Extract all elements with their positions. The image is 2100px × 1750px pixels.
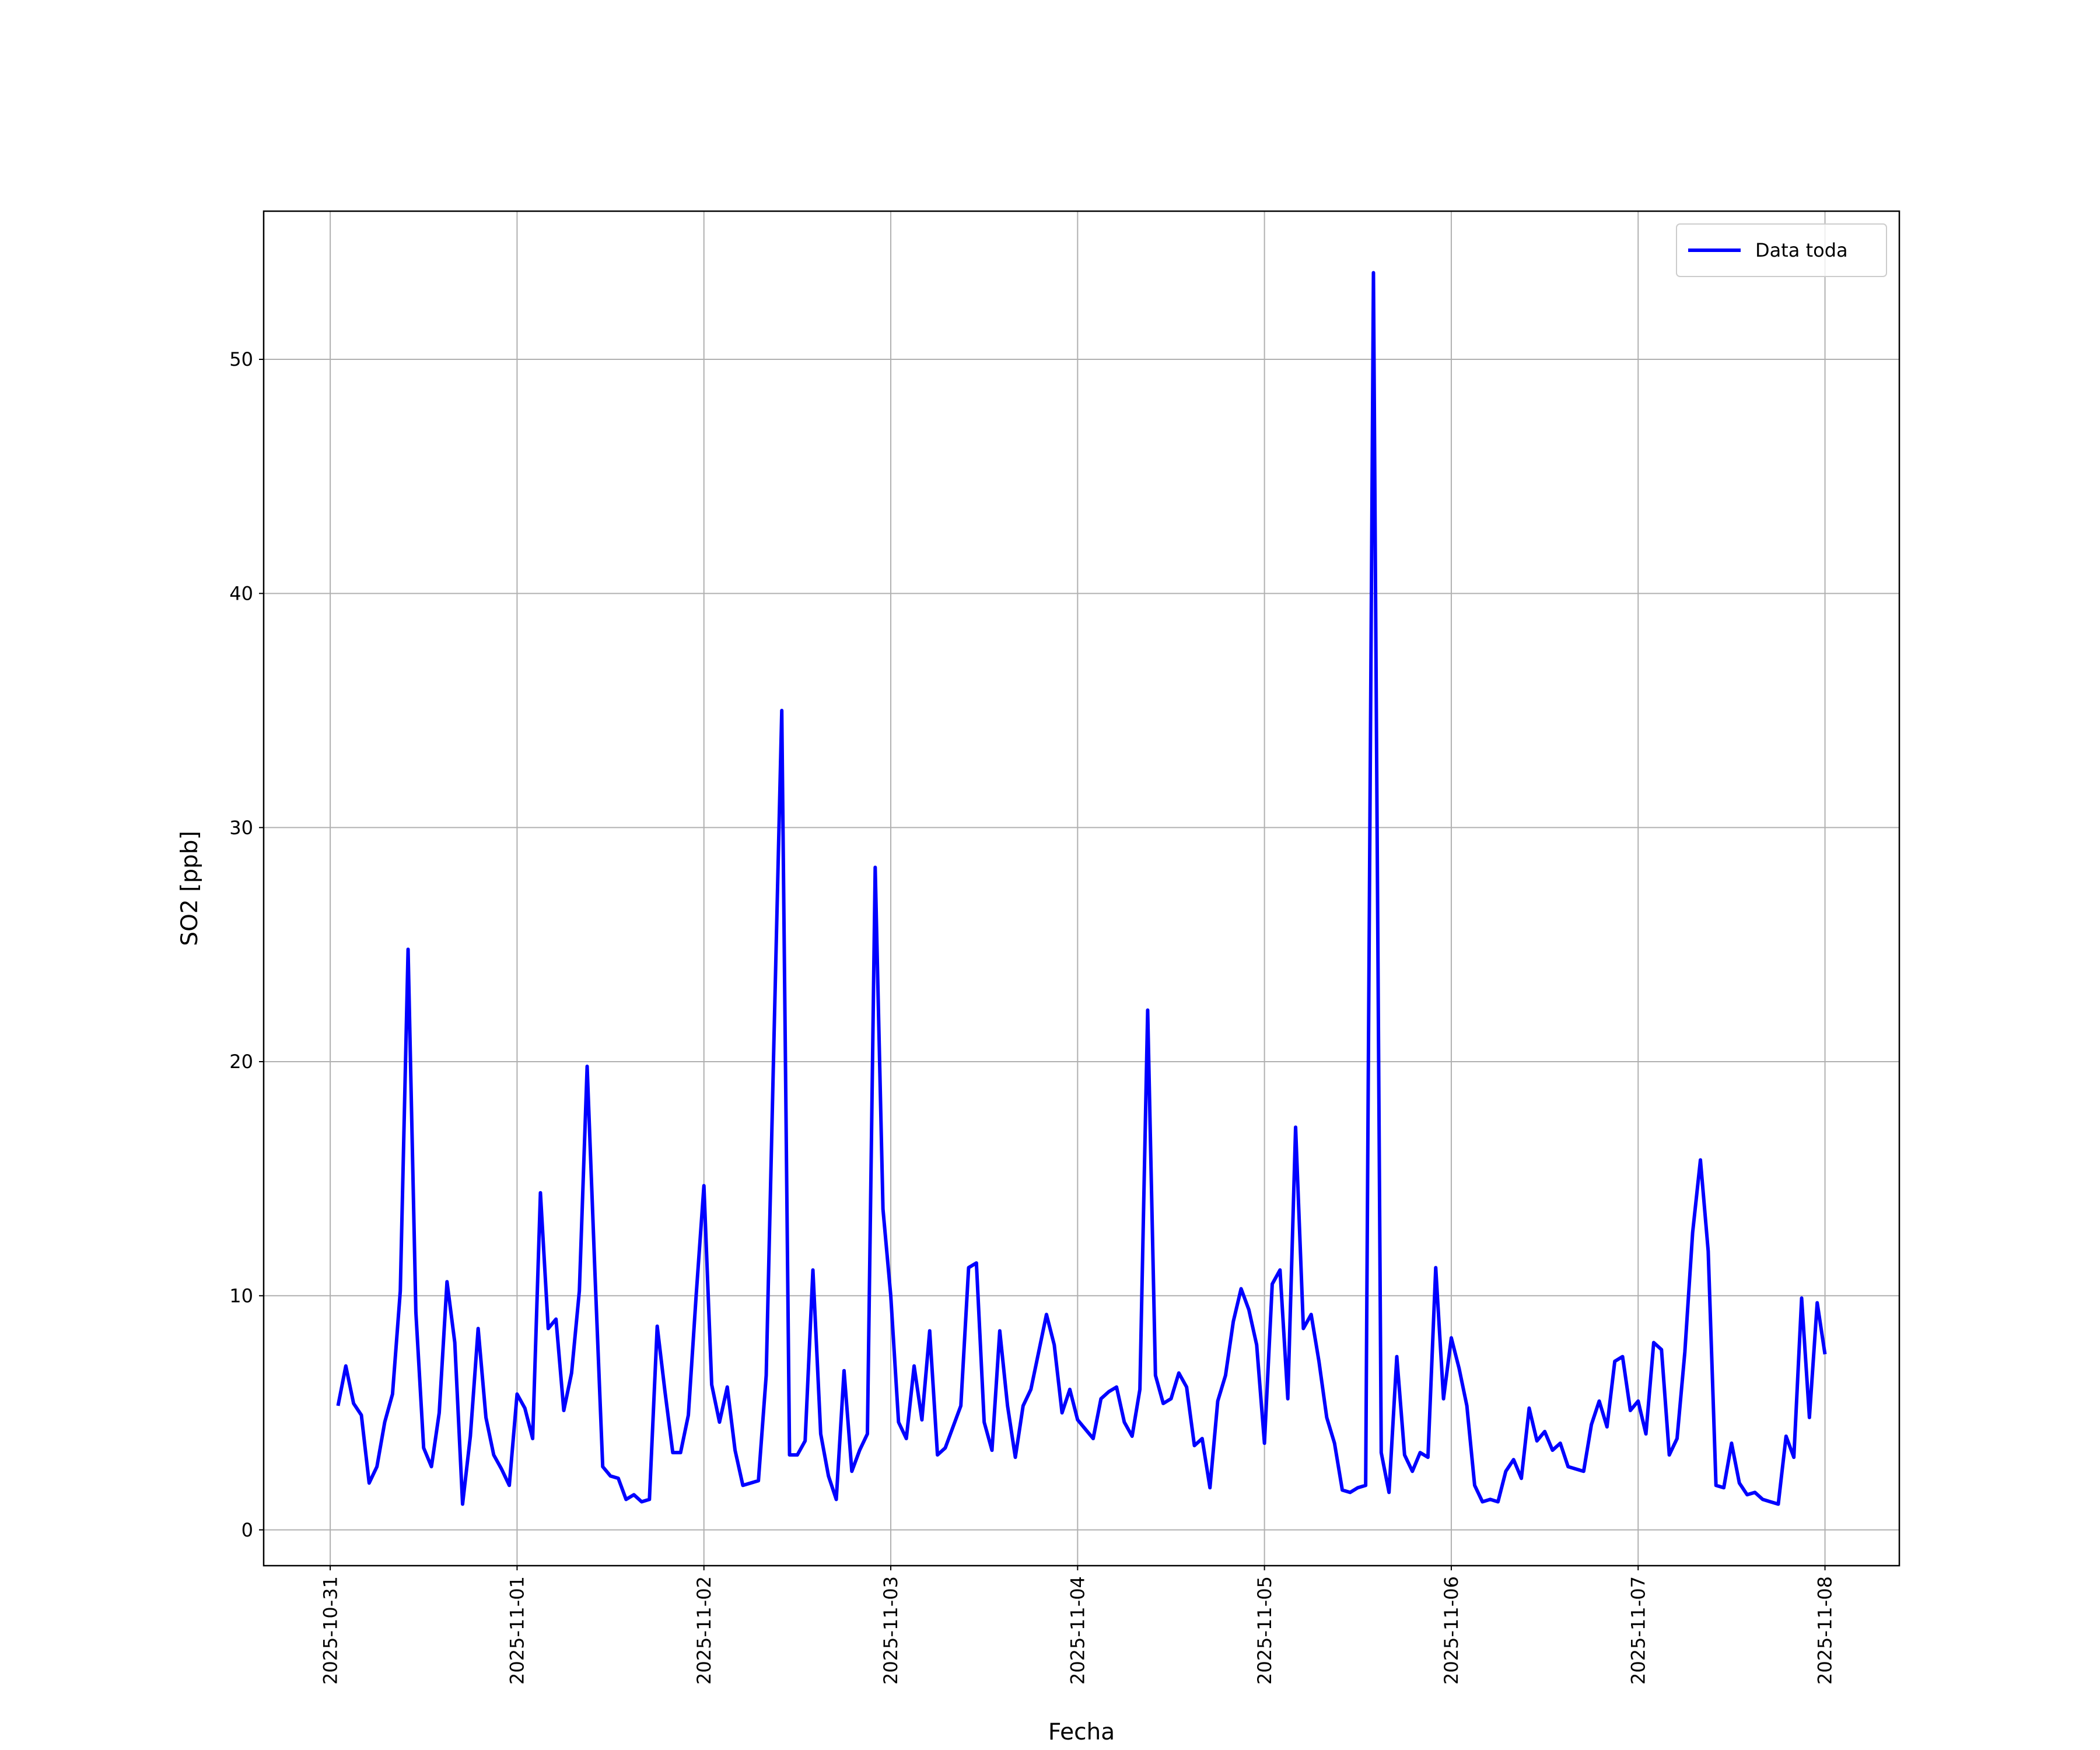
x-tick-label: 2025-11-05 <box>1254 1576 1276 1685</box>
legend-label: Data toda <box>1755 239 1848 261</box>
x-axis-label: Fecha <box>1048 1719 1115 1745</box>
x-tick-label: 2025-11-01 <box>506 1576 528 1685</box>
x-tick-label: 2025-11-04 <box>1067 1576 1089 1685</box>
y-tick-label: 30 <box>229 817 253 839</box>
y-axis-label: SO2 [ppb] <box>177 831 203 946</box>
x-tick-label: 2025-10-31 <box>319 1576 341 1685</box>
x-tick-label: 2025-11-08 <box>1814 1576 1836 1685</box>
data-line <box>336 271 1827 1506</box>
y-tick-label: 50 <box>229 348 253 370</box>
y-tick-label: 20 <box>229 1051 253 1073</box>
x-tick-label: 2025-11-07 <box>1627 1576 1649 1685</box>
legend-box <box>1676 223 1887 277</box>
y-tick-label: 0 <box>242 1519 253 1541</box>
plot-frame <box>262 210 1901 1567</box>
y-tick-label: 40 <box>229 583 253 605</box>
x-tick-label: 2025-11-03 <box>880 1576 902 1685</box>
y-tick-label: 10 <box>229 1284 253 1307</box>
x-tick-label: 2025-11-06 <box>1440 1576 1462 1685</box>
x-tick-label: 2025-11-02 <box>693 1576 715 1685</box>
